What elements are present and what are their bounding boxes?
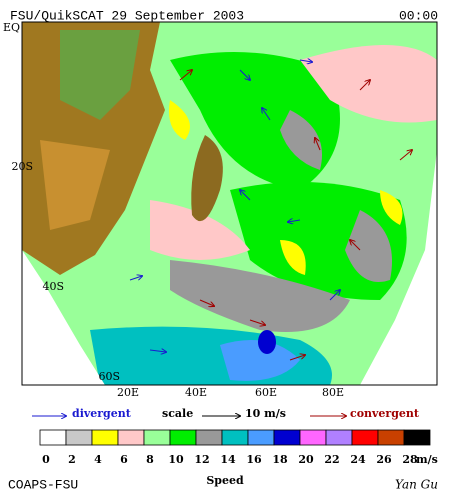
lat-label: EQ — [3, 21, 20, 34]
lat-label: 60S — [98, 370, 120, 383]
legend-divergent: divergent — [72, 407, 132, 420]
colorbar-label: 0 — [42, 453, 50, 466]
colorbar-label: 2 — [68, 453, 76, 466]
colorbar-label: 10 — [168, 453, 184, 466]
colorbar-title: Speed — [206, 474, 244, 487]
legend-scale-value: 10 m/s — [245, 407, 286, 420]
wind-field — [22, 22, 437, 385]
colorbar-label: 12 — [194, 453, 209, 466]
map-frame — [21, 21, 438, 386]
title: FSU/QuikSCAT 29 September 2003 — [10, 8, 244, 23]
colorbar-label: 18 — [272, 453, 288, 466]
wind-arrows — [129, 60, 412, 361]
colorbar-swatch — [39, 429, 67, 446]
legend-scale: scale — [162, 407, 193, 420]
lon-label: 60E — [255, 386, 277, 399]
colorbar-swatch — [247, 429, 275, 446]
colorbar-swatch — [299, 429, 327, 446]
colorbar: 0 2 4 6 8 10 12 14 16 18 20 22 24 26 28m/s — [39, 429, 438, 466]
colorbar-swatch — [195, 429, 223, 446]
colorbar-label: 26 — [376, 453, 392, 466]
colorbar-unit: m/s — [416, 453, 438, 466]
colorbar-swatch — [143, 429, 171, 446]
lon-label: 40E — [185, 386, 207, 399]
colorbar-swatch — [273, 429, 301, 446]
colorbar-swatch — [403, 429, 431, 446]
colorbar-swatch — [117, 429, 145, 446]
credit: COAPS-FSU — [8, 477, 78, 492]
colorbar-label: 4 — [94, 453, 102, 466]
colorbar-label: 16 — [246, 453, 262, 466]
colorbar-label: 6 — [120, 453, 128, 466]
lon-label: 80E — [322, 386, 344, 399]
colorbar-label: 24 — [350, 453, 366, 466]
colorbar-swatch — [221, 429, 249, 446]
colorbar-label: 14 — [220, 453, 236, 466]
lat-label: 40S — [42, 280, 64, 293]
colorbar-swatch — [377, 429, 405, 446]
lat-label: 20S — [11, 160, 33, 173]
colorbar-label: 22 — [324, 453, 339, 466]
colorbar-label: 20 — [298, 453, 314, 466]
colorbar-swatch — [351, 429, 379, 446]
colorbar-swatch — [325, 429, 353, 446]
colorbar-swatch — [169, 429, 197, 446]
author: Yan Gu — [395, 478, 438, 492]
time: 00:00 — [399, 8, 438, 23]
lon-label: 20E — [117, 386, 139, 399]
colorbar-swatch — [91, 429, 119, 446]
legend-convergent: convergent — [350, 407, 420, 420]
colorbar-swatch — [65, 429, 93, 446]
colorbar-label: 28 — [402, 453, 418, 466]
colorbar-label: 8 — [146, 453, 154, 466]
